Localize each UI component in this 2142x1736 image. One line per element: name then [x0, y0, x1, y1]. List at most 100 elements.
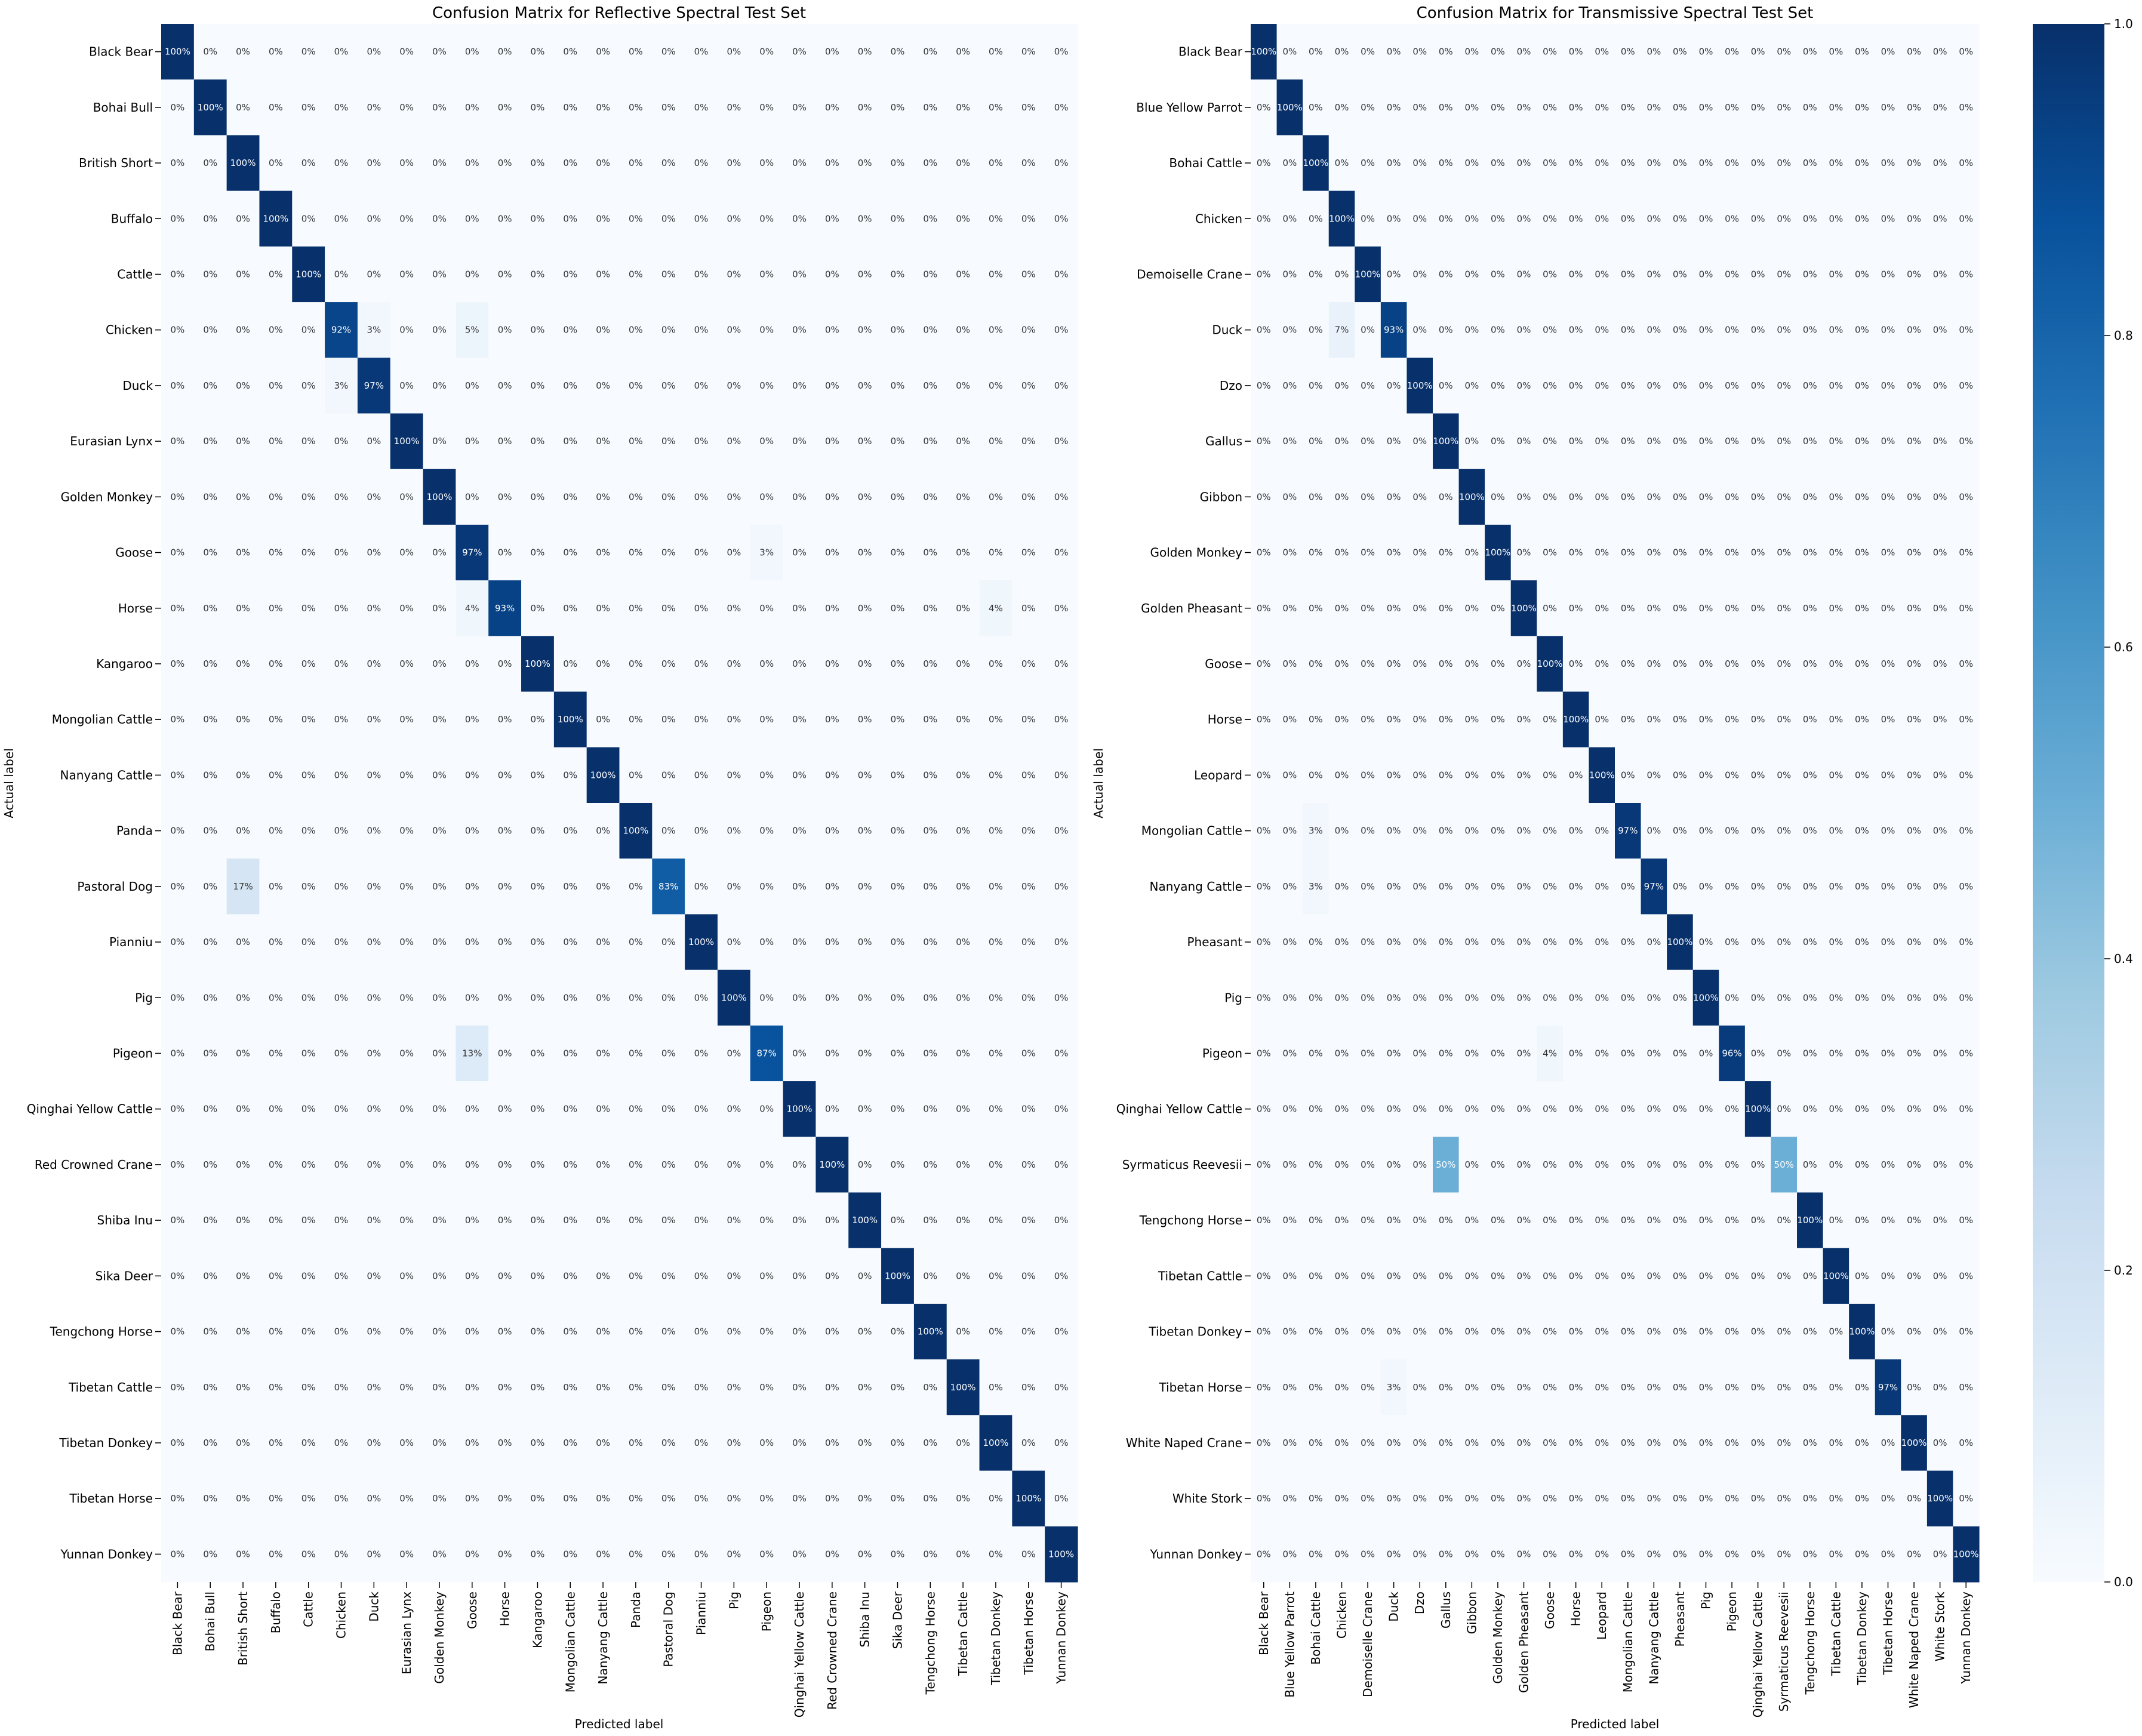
heatmap-cell [521, 580, 555, 636]
heatmap-cell [979, 358, 1012, 414]
heatmap-cell [259, 469, 293, 525]
cell-value-label: 0% [498, 826, 512, 836]
cell-value-label: 0% [1855, 213, 1869, 224]
cell-value-label: 0% [661, 1215, 676, 1226]
cell-value-label: 100% [950, 1382, 976, 1393]
cell-value-label: 100% [852, 1215, 878, 1226]
heatmap-cell [390, 135, 424, 192]
cell-value-label: 0% [1543, 1270, 1557, 1281]
cell-value-label: 0% [1335, 102, 1349, 113]
cell-value-label: 0% [1491, 603, 1505, 614]
cell-value-label: 0% [1751, 1270, 1765, 1281]
heatmap-cell [226, 524, 260, 581]
cell-value-label: 0% [923, 1104, 937, 1115]
cell-value-label: 0% [1881, 213, 1895, 224]
cell-value-label: 0% [1777, 269, 1791, 279]
y-tick-label: Kangaroo [96, 657, 153, 671]
cell-value-label: 0% [956, 658, 970, 669]
cell-value-label: 0% [269, 269, 283, 279]
heatmap-cell [553, 803, 587, 859]
cell-value-label: 0% [334, 1326, 349, 1337]
cell-value-label: 0% [1725, 436, 1739, 447]
cell-value-label: 0% [1777, 1549, 1791, 1559]
cell-value-label: 0% [727, 1382, 741, 1393]
cell-value-label: 0% [629, 937, 643, 947]
cell-value-label: 0% [563, 1438, 577, 1448]
heatmap-cell [259, 524, 293, 581]
cell-value-label: 0% [1725, 937, 1739, 947]
cell-value-label: 0% [301, 47, 316, 57]
heatmap-cell [1012, 24, 1045, 80]
heatmap-cell [553, 1137, 587, 1193]
heatmap-cell [488, 190, 522, 247]
cell-value-label: 0% [1282, 714, 1297, 725]
cell-value-label: 0% [1673, 547, 1687, 558]
cell-value-label: 0% [1021, 325, 1036, 335]
heatmap-cell [292, 190, 325, 247]
heatmap-cell [685, 969, 718, 1026]
cell-value-label: 0% [1309, 658, 1323, 669]
heatmap-cell [685, 1025, 718, 1082]
cell-value-label: 0% [1054, 881, 1069, 892]
cell-value-label: 0% [1646, 658, 1661, 669]
cell-value-label: 0% [171, 992, 185, 1003]
heatmap-cell [423, 580, 456, 636]
cell-value-label: 0% [989, 213, 1003, 224]
cell-value-label: 0% [1543, 714, 1557, 725]
y-tick-label: Duck [122, 378, 153, 393]
cell-value-label: 0% [399, 1270, 414, 1281]
cell-value-label: 0% [269, 1048, 283, 1058]
heatmap-cell [913, 803, 947, 859]
cell-value-label: 0% [1907, 1326, 1921, 1337]
heatmap-cell [521, 135, 555, 192]
heatmap-cell [357, 358, 391, 414]
cell-value-label: 0% [236, 769, 250, 780]
cell-value-label: 0% [825, 658, 839, 669]
cell-value-label: 0% [1517, 47, 1531, 57]
cell-value-label: 0% [694, 436, 709, 447]
cell-value-label: 0% [1777, 1438, 1791, 1448]
cell-value-label: 0% [1646, 102, 1661, 113]
cell-value-label: 0% [1725, 714, 1739, 725]
heatmap-cell [586, 1137, 620, 1193]
cell-value-label: 0% [1699, 325, 1713, 335]
cell-value-label: 0% [1412, 269, 1427, 279]
cell-value-label: 0% [399, 714, 414, 725]
cell-value-label: 0% [1517, 102, 1531, 113]
cell-value-label: 0% [596, 158, 610, 168]
heatmap-cell [292, 858, 325, 915]
heatmap-cell [848, 1081, 882, 1137]
cell-value-label: 0% [1725, 269, 1739, 279]
heatmap-cell [456, 1137, 489, 1193]
cell-value-label: 100% [590, 769, 616, 780]
cell-value-label: 0% [727, 658, 741, 669]
heatmap-cell [848, 636, 882, 692]
cell-value-label: 0% [1021, 491, 1036, 502]
heatmap-cell [946, 1081, 980, 1137]
cell-value-label: 0% [792, 1215, 807, 1226]
cell-value-label: 0% [759, 1493, 774, 1504]
heatmap-cell [619, 24, 653, 80]
cell-value-label: 0% [269, 937, 283, 947]
cell-value-label: 0% [1595, 1326, 1609, 1337]
cell-value-label: 0% [1282, 1159, 1297, 1170]
heatmap-cell [553, 691, 587, 748]
cell-value-label: 0% [203, 269, 217, 279]
cell-value-label: 0% [661, 213, 676, 224]
cell-value-label: 0% [498, 769, 512, 780]
heatmap-cell [913, 914, 947, 971]
cell-value-label: 0% [1803, 1159, 1817, 1170]
cell-value-label: 0% [1881, 1104, 1895, 1115]
heatmap-cell [750, 1081, 784, 1137]
cell-value-label: 0% [825, 547, 839, 558]
heatmap-cell [259, 1248, 293, 1304]
heatmap-cell [815, 747, 849, 804]
cell-value-label: 0% [301, 213, 316, 224]
cell-value-label: 0% [1933, 1104, 1947, 1115]
cell-value-label: 0% [1517, 1048, 1531, 1058]
cell-value-label: 0% [1517, 937, 1531, 947]
heatmap-cell [161, 24, 195, 80]
cell-value-label: 0% [956, 491, 970, 502]
cell-value-label: 0% [531, 714, 545, 725]
cell-value-label: 0% [269, 1215, 283, 1226]
